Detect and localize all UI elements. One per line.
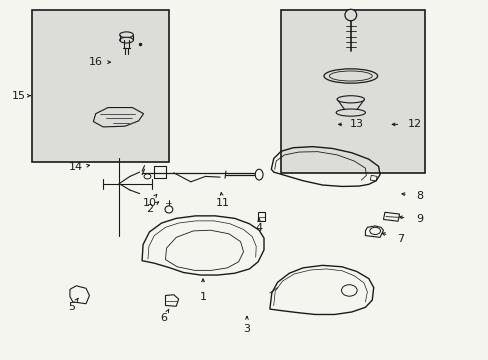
Text: 6: 6 [160, 313, 167, 323]
Text: 4: 4 [255, 224, 262, 233]
Text: 3: 3 [243, 324, 250, 334]
Ellipse shape [120, 32, 133, 38]
Text: 8: 8 [416, 191, 423, 201]
Ellipse shape [336, 96, 364, 103]
Text: 2: 2 [145, 204, 153, 214]
Ellipse shape [164, 206, 172, 213]
Text: 13: 13 [349, 120, 363, 129]
Text: 12: 12 [407, 120, 421, 129]
Text: 16: 16 [89, 57, 102, 67]
Text: 14: 14 [69, 162, 83, 172]
Text: 9: 9 [416, 215, 423, 224]
FancyBboxPatch shape [281, 10, 424, 173]
Text: 11: 11 [215, 198, 229, 208]
FancyBboxPatch shape [32, 10, 168, 162]
Ellipse shape [344, 9, 356, 21]
Ellipse shape [329, 71, 371, 81]
Text: 15: 15 [12, 91, 26, 101]
Text: 10: 10 [142, 198, 156, 208]
Text: 5: 5 [68, 302, 75, 312]
Text: 7: 7 [396, 234, 403, 244]
Ellipse shape [255, 169, 263, 180]
Ellipse shape [324, 69, 377, 83]
Ellipse shape [144, 174, 151, 179]
Text: 1: 1 [199, 292, 206, 302]
Ellipse shape [335, 109, 365, 116]
Ellipse shape [120, 37, 133, 43]
Ellipse shape [369, 227, 380, 234]
Ellipse shape [341, 285, 356, 296]
